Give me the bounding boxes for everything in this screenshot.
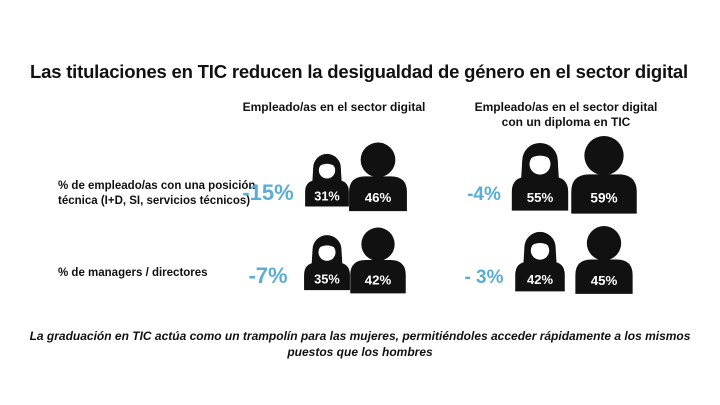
gap-label-technical-col2: -4%: [467, 184, 501, 205]
woman-icon-managers-col2: [515, 231, 565, 292]
man-icon-managers-col1: [350, 227, 406, 294]
gap-label-managers-col1: -7%: [248, 263, 287, 288]
row-label-managers: % de managers / directores: [58, 267, 208, 279]
woman-value-technical-col1: 31%: [314, 188, 340, 203]
woman-icon-technical-col1: [305, 153, 349, 207]
man-icon-managers-col2: [575, 226, 633, 294]
column-header-ict-diploma: Empleado/as en el sector digital con un …: [474, 100, 658, 129]
woman-icon-managers-col1: [304, 235, 350, 291]
woman-value-managers-col1: 35%: [314, 272, 340, 287]
woman-value-managers-col2: 42%: [527, 272, 553, 287]
gap-label-technical-col1: -15%: [242, 180, 293, 205]
gap-label-managers-col2: - 3%: [464, 267, 503, 288]
chart-caption: La graduación en TIC actúa como un tramp…: [29, 329, 691, 359]
row-label-technical-position: % de empleado/as con una posición técnic…: [58, 180, 256, 207]
man-value-technical-col1: 46%: [365, 190, 392, 205]
woman-value-technical-col2: 55%: [527, 190, 554, 205]
man-icon-technical-col1: [349, 142, 407, 212]
column-header-digital-sector: Empleado/as en el sector digital: [242, 100, 426, 114]
woman-icon-technical-col2: [511, 142, 569, 211]
man-value-technical-col2: 59%: [590, 191, 617, 206]
man-icon-technical-col2: [571, 136, 637, 214]
man-value-managers-col1: 42%: [365, 273, 392, 288]
chart-title: Las titulaciones en TIC reducen la desig…: [30, 61, 688, 82]
man-value-managers-col2: 45%: [591, 273, 618, 288]
